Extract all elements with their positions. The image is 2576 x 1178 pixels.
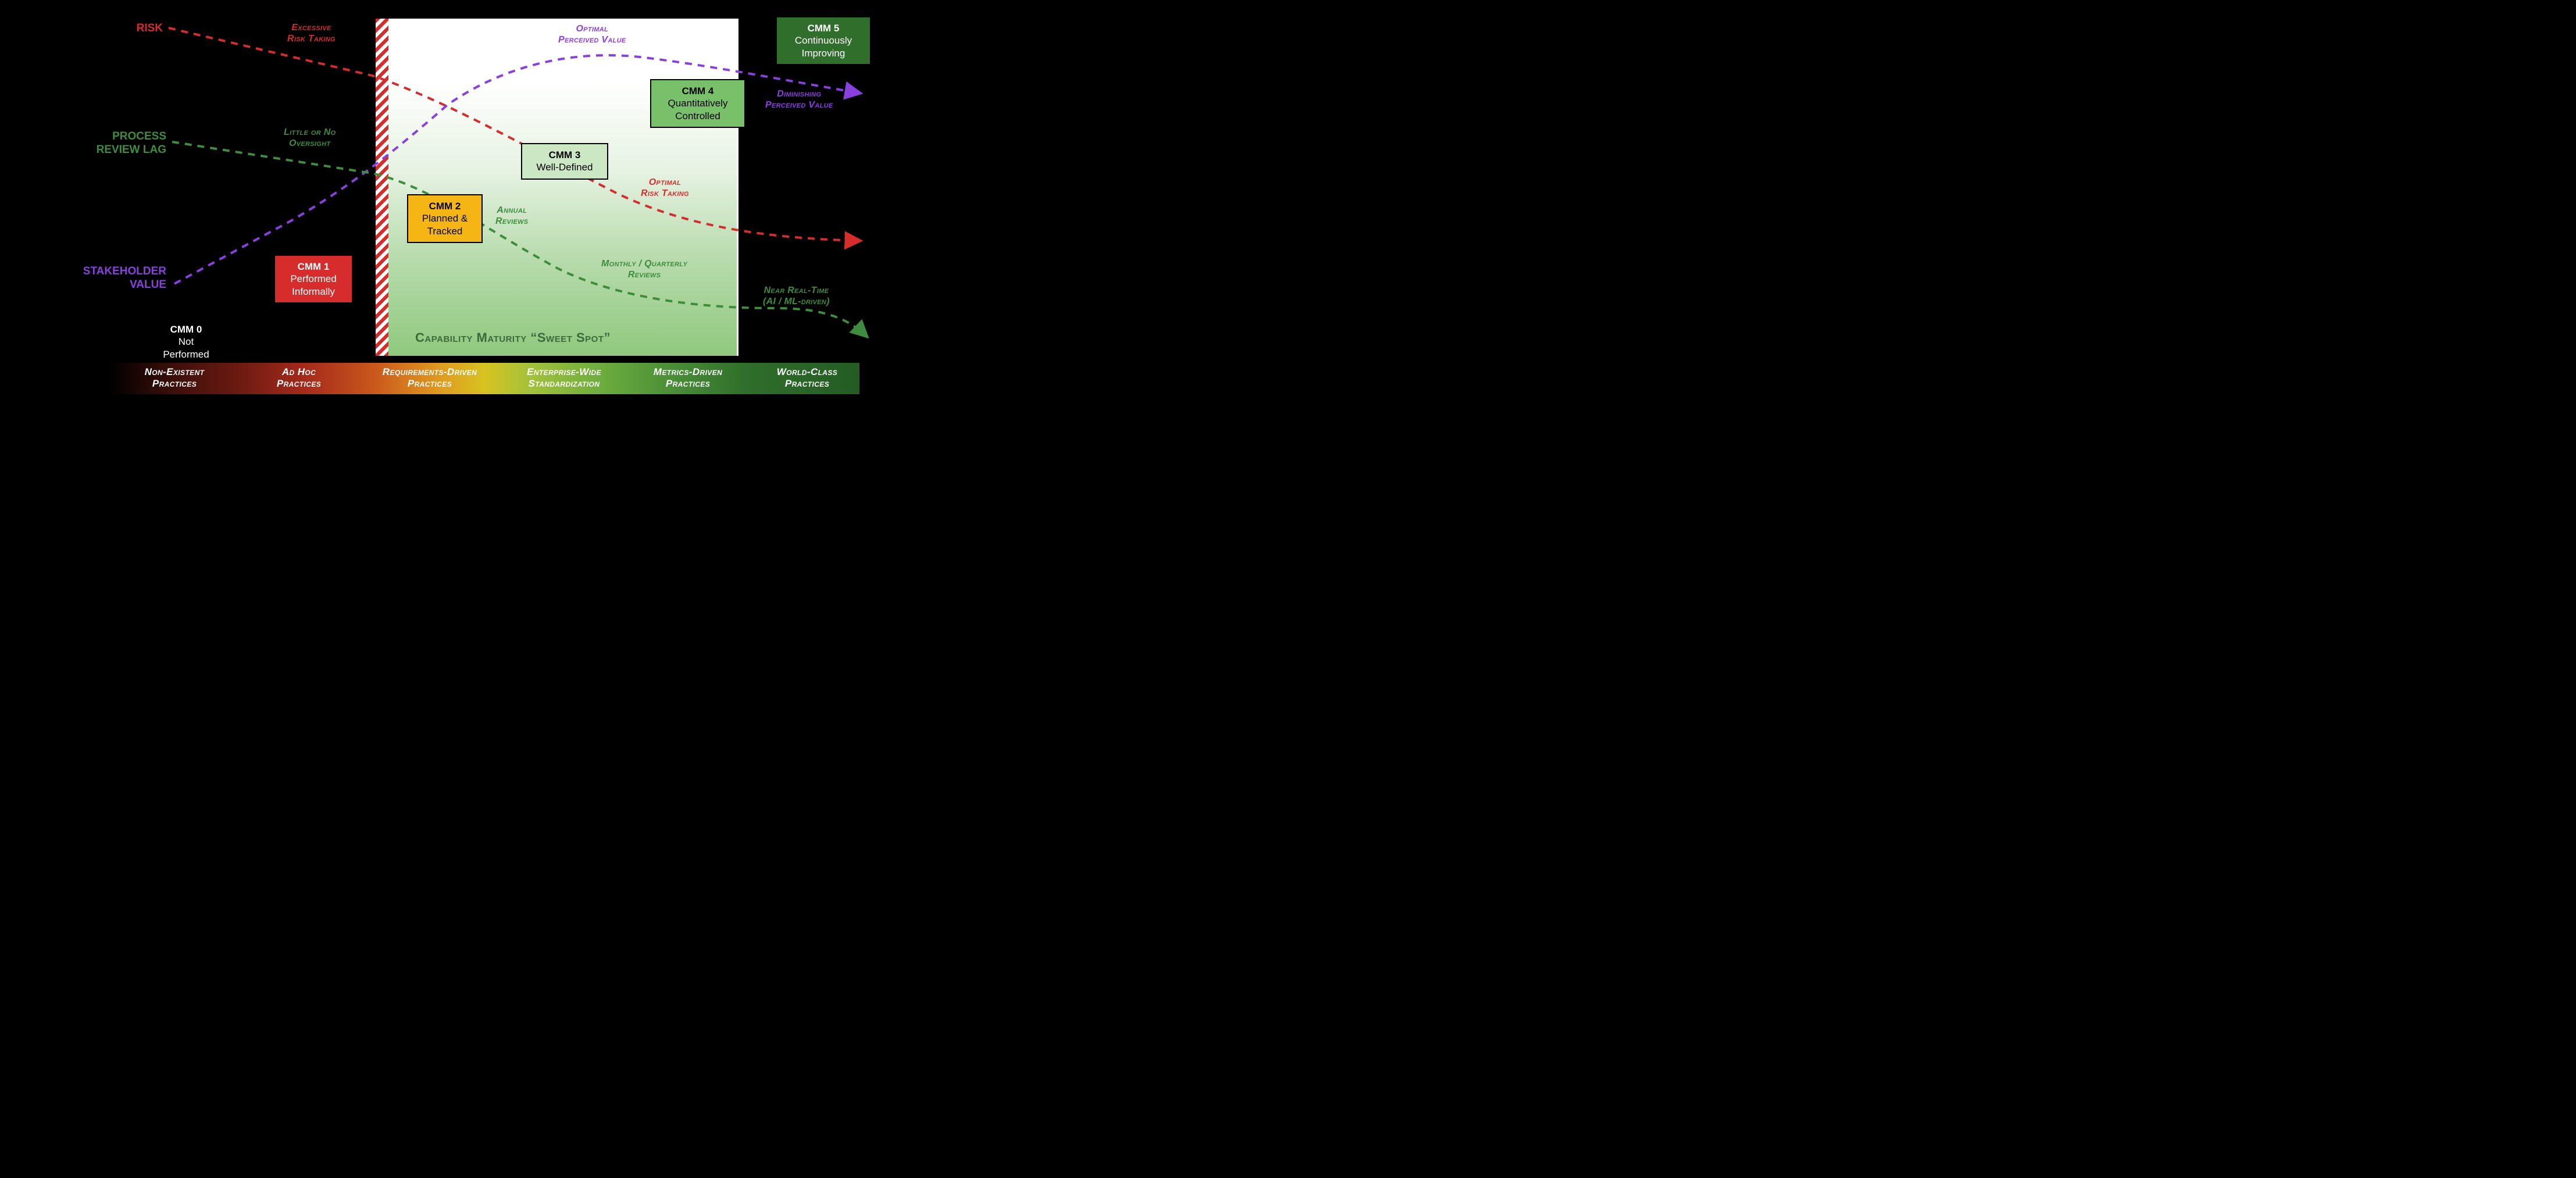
cmm-subtitle: Performed Informally <box>283 273 344 298</box>
cmm-level-0: CMM 0Not Performed <box>152 319 220 365</box>
review-curve <box>172 142 866 336</box>
cmm-level-2: CMM 2Planned & Tracked <box>407 194 483 243</box>
annotation-0: Excessive Risk Taking <box>287 22 336 44</box>
cmm-subtitle: Planned & Tracked <box>416 212 473 237</box>
axis-cell-4: Metrics-Driven Practices <box>628 366 748 389</box>
cmm-level-4: CMM 4Quantitatively Controlled <box>650 79 745 128</box>
annotation-7: Near Real-Time (AI / ML-driven) <box>763 285 830 307</box>
annotation-5: Optimal Risk Taking <box>641 177 689 199</box>
cmm-subtitle: Not Performed <box>160 335 212 360</box>
annotation-2: Diminishing Perceived Value <box>765 88 833 110</box>
cmm-title: CMM 4 <box>659 85 736 97</box>
axis-cell-3: Enterprise-Wide Standardization <box>501 366 627 389</box>
axis-cell-0: Non-Existent Practices <box>115 366 234 389</box>
diagram-stage: Capability Maturity “Sweet Spot” Non-Exi… <box>0 0 907 415</box>
annotation-1: Optimal Perceived Value <box>558 23 626 45</box>
axis-cell-2: Requirements-Driven Practices <box>363 366 497 389</box>
cmm-level-1: CMM 1Performed Informally <box>275 256 352 302</box>
cmm-title: CMM 5 <box>785 22 862 34</box>
value-curve <box>174 55 859 284</box>
cmm-title: CMM 0 <box>160 323 212 335</box>
axis-cell-5: World-Class Practices <box>750 366 864 389</box>
cmm-title: CMM 1 <box>283 260 344 273</box>
annotation-4: Annual Reviews <box>495 205 528 227</box>
cmm-subtitle: Continuously Improving <box>785 34 862 59</box>
left-label-2: STAKEHOLDER VALUE <box>77 265 166 292</box>
cmm-level-5: CMM 5Continuously Improving <box>777 17 870 64</box>
cmm-subtitle: Quantitatively Controlled <box>659 97 736 122</box>
left-label-1: PROCESS REVIEW LAG <box>70 130 166 157</box>
cmm-level-3: CMM 3Well-Defined <box>521 143 608 180</box>
annotation-6: Monthly / Quarterly Reviews <box>601 258 687 280</box>
axis-cell-1: Ad Hoc Practices <box>242 366 356 389</box>
annotation-3: Little or No Oversight <box>284 127 336 149</box>
left-label-0: RISK <box>99 22 163 35</box>
cmm-subtitle: Well-Defined <box>530 161 599 173</box>
cmm-title: CMM 3 <box>530 149 599 161</box>
cmm-title: CMM 2 <box>416 200 473 212</box>
